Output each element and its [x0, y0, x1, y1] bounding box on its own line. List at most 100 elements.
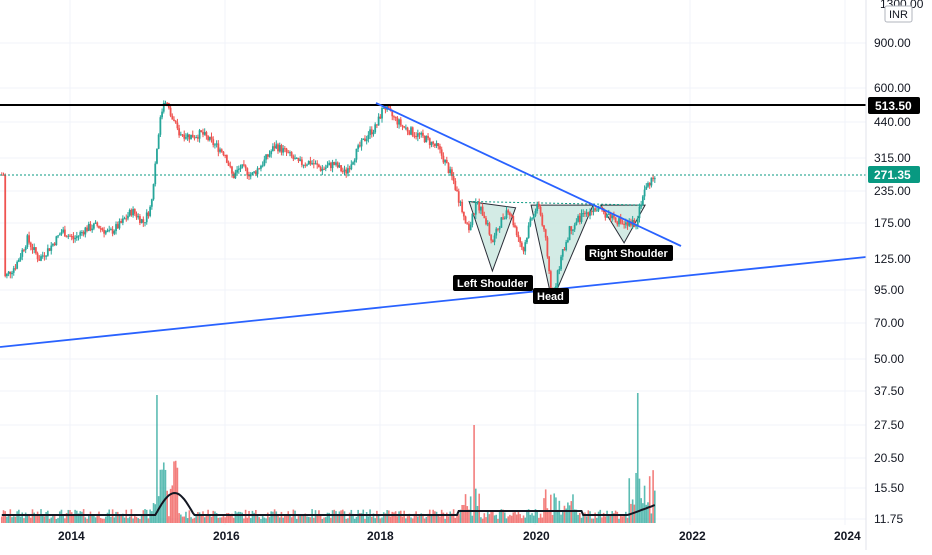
candle-body	[254, 171, 257, 175]
volume-bar	[263, 517, 266, 523]
time-axis: 2014 2016 2018 2020 2022 2024	[58, 529, 861, 543]
volume-bar	[592, 518, 595, 523]
candle-body	[597, 208, 600, 211]
candle-body	[416, 133, 419, 137]
candle-body	[514, 225, 516, 228]
volume-bar	[219, 517, 221, 523]
volume-bar	[171, 485, 174, 523]
volume-bar	[590, 518, 593, 523]
volume-bar	[125, 509, 128, 523]
volume-bar	[636, 393, 639, 523]
candle-body	[379, 116, 382, 119]
volume-moving-average	[1, 491, 656, 516]
candle-body	[497, 228, 499, 230]
volume-bar	[396, 516, 399, 523]
volume-bar	[275, 511, 278, 523]
candle-body	[442, 155, 445, 163]
volume-bar	[374, 518, 376, 523]
volume-bar	[81, 511, 83, 523]
candle-body	[277, 144, 279, 152]
pattern-label-text: Head	[537, 291, 564, 303]
candle-body	[28, 235, 30, 243]
candle-body	[16, 261, 19, 269]
volume-bar	[512, 512, 515, 523]
candle-body	[127, 215, 129, 219]
candle-body	[121, 218, 124, 223]
candle-body	[612, 215, 615, 218]
candle-body	[17, 259, 20, 262]
volume-bar	[585, 516, 588, 523]
volume-bar	[311, 509, 313, 523]
volume-bar	[29, 517, 32, 523]
volume-bar	[631, 499, 634, 523]
volume-bar	[105, 516, 107, 523]
volume-bar	[495, 514, 498, 523]
candle-body	[404, 127, 407, 129]
volume-bar	[295, 518, 298, 523]
volume-bar	[486, 511, 489, 523]
year-label: 2024	[834, 529, 861, 543]
currency-box[interactable]: INR	[884, 5, 913, 23]
candle-body	[215, 143, 218, 145]
candle-body	[116, 224, 119, 229]
candle-body	[299, 159, 302, 161]
volume-bar	[580, 517, 583, 523]
volume-bar	[94, 517, 97, 523]
candle-body	[251, 172, 254, 175]
volume-bar	[384, 513, 387, 523]
volume-bar	[410, 517, 412, 523]
volume-bar	[478, 493, 480, 523]
candle-body	[289, 152, 291, 154]
volume-bar	[118, 515, 121, 523]
volume-bar	[261, 514, 264, 523]
volume-bar	[418, 514, 421, 523]
resistance-price-tag[interactable]: 513.50	[868, 97, 920, 114]
candle-body	[648, 183, 651, 186]
volume-bar	[594, 512, 596, 523]
candle-body	[263, 159, 266, 166]
volume-bar	[82, 509, 85, 523]
volume-bar	[40, 509, 42, 523]
candle-body	[41, 255, 44, 257]
volume-bar	[87, 515, 90, 523]
volume-bar	[399, 510, 402, 523]
volume-bar	[609, 515, 612, 523]
candle-body	[282, 148, 285, 153]
volume-bar	[156, 395, 158, 523]
volume-bar	[561, 510, 564, 523]
volume-bar	[604, 516, 607, 523]
volume-bar	[425, 516, 428, 523]
candle-body	[572, 229, 574, 231]
candle-body	[527, 225, 530, 238]
volume-bar	[379, 518, 382, 523]
volume-bar	[127, 518, 129, 523]
volume-bar	[108, 509, 111, 523]
candle-body	[82, 231, 85, 235]
candle-body	[537, 203, 540, 207]
candle-body	[505, 210, 508, 219]
volume-bar	[468, 509, 470, 523]
candle-body	[570, 226, 573, 231]
candle-body	[212, 139, 215, 145]
candle-body	[208, 136, 211, 141]
candle-body	[510, 215, 513, 217]
candle-body	[372, 132, 375, 135]
last-price-tag[interactable]: 271.35	[868, 166, 920, 183]
candle-body	[531, 218, 533, 220]
volume-bar	[181, 516, 184, 523]
volume-bar	[336, 514, 339, 523]
candle-body	[536, 203, 539, 211]
volume-bar	[319, 515, 322, 523]
candle-body	[437, 143, 440, 147]
volume-bar	[197, 512, 199, 523]
candle-body	[133, 208, 136, 214]
candle-body	[183, 134, 186, 139]
candle-body	[387, 105, 390, 109]
volume-bar	[69, 510, 71, 523]
pattern-label: Right Shoulder	[585, 245, 673, 261]
candle-body	[244, 165, 247, 169]
volume-tick: 11.75	[874, 512, 903, 526]
volume-bar	[19, 516, 22, 523]
candle-body	[280, 145, 283, 153]
volume-bar	[47, 510, 49, 523]
